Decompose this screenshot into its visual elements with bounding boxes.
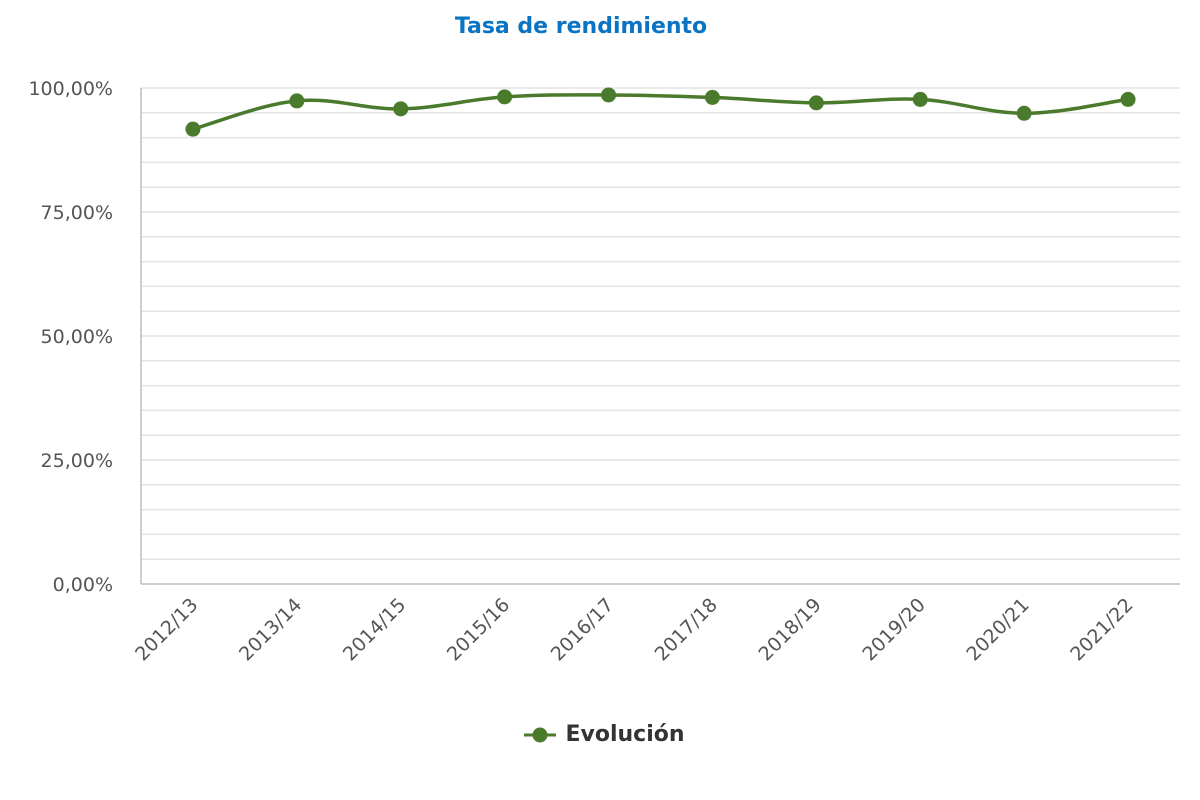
data-point <box>1120 91 1136 107</box>
data-point <box>601 87 617 103</box>
x-tick-label: 2017/18 <box>651 594 722 665</box>
y-tick-labels: 0,00% 25,00% 50,00% 75,00% 100,00% <box>28 78 113 596</box>
legend: Evolución <box>0 722 1200 749</box>
series-line <box>192 93 1129 131</box>
x-tick-label: 2019/20 <box>858 594 929 665</box>
data-point <box>393 101 409 117</box>
x-tick-label: 2020/21 <box>962 594 1033 665</box>
grid-lines <box>141 87 1180 560</box>
data-point <box>912 91 928 107</box>
chart-title: Tasa de rendimiento <box>454 14 708 39</box>
legend-marker-icon <box>524 727 557 742</box>
data-point <box>497 89 513 105</box>
y-tick-label: 50,00% <box>41 326 113 348</box>
x-tick-label: 2014/15 <box>339 594 410 665</box>
x-tick-label: 2018/19 <box>755 594 826 665</box>
axes <box>140 88 1180 585</box>
y-tick-label: 0,00% <box>53 574 113 596</box>
data-point <box>704 89 720 105</box>
x-tick-label: 2013/14 <box>235 594 306 665</box>
x-tick-label: 2015/16 <box>443 594 514 665</box>
data-point <box>185 121 201 137</box>
y-tick-label: 100,00% <box>28 78 113 100</box>
y-tick-label: 75,00% <box>41 202 113 224</box>
x-tick-label: 2016/17 <box>547 594 618 665</box>
data-point <box>289 93 305 109</box>
x-tick-labels: 2012/13 2013/14 2014/15 2015/16 2016/17 2017/… <box>131 594 1137 665</box>
y-tick-label: 25,00% <box>41 450 113 472</box>
x-tick-label: 2021/22 <box>1066 594 1137 665</box>
data-point <box>808 95 824 111</box>
legend-label: Evolución <box>565 722 685 747</box>
series-layer <box>185 87 1136 137</box>
x-tick-label: 2012/13 <box>131 594 202 665</box>
data-point <box>1016 105 1032 121</box>
